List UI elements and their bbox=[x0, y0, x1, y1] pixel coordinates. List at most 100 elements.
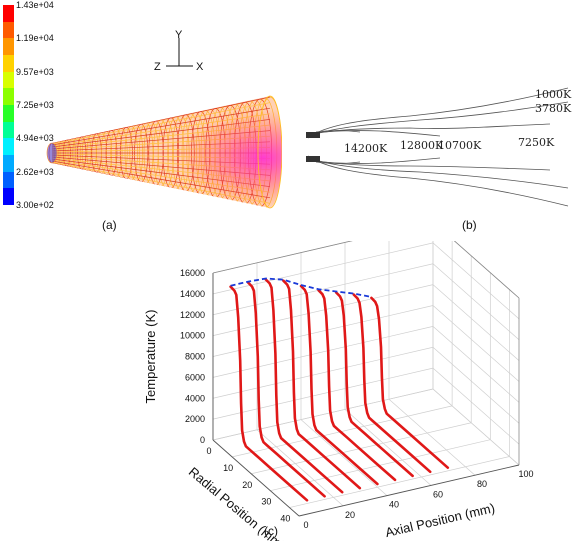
radial-axis-ticks: 0 10 20 30 40 bbox=[206, 446, 290, 524]
grid-line bbox=[212, 326, 434, 378]
grid-line bbox=[212, 388, 434, 441]
colorbar-segment bbox=[3, 138, 14, 156]
radial-tick-label: 40 bbox=[280, 514, 290, 524]
temperature-profile-line bbox=[246, 281, 326, 498]
temperature-profile-line bbox=[352, 293, 432, 474]
colorbar-segment bbox=[3, 188, 14, 206]
axial-tick-label: 40 bbox=[389, 500, 399, 510]
grid-line bbox=[298, 464, 520, 517]
grid-line bbox=[432, 263, 520, 341]
temperature-3d-plot: 0 2000 4000 6000 8000 10000 12000 14000 16000 0 1… bbox=[143, 241, 534, 541]
colorbar-tick-label: 9.57e+03 bbox=[16, 66, 54, 77]
colorbar-segment bbox=[3, 71, 14, 89]
colorbar-segment bbox=[3, 38, 14, 56]
isotherm-label-10700k: 10700K bbox=[438, 139, 482, 152]
isotherm-contours: 1000K 3780K 14200K 12800K 10700K 7250K bbox=[306, 87, 572, 207]
grid-line bbox=[212, 241, 353, 274]
temperature-tick-label: 16000 bbox=[180, 268, 205, 278]
panel-b: 1000K 3780K 14200K 12800K 10700K 7250K (… bbox=[300, 70, 573, 240]
grid-line bbox=[432, 284, 520, 361]
colorbar-segment bbox=[3, 88, 14, 106]
grid-line bbox=[453, 241, 520, 299]
temperature-tick-label: 4000 bbox=[185, 393, 205, 403]
grid-line bbox=[256, 429, 344, 507]
temperature-axis-ticks: 0 2000 4000 6000 8000 10000 12000 14000 16000 bbox=[180, 268, 205, 445]
isotherm-label-1000k: 1000K bbox=[535, 88, 572, 101]
colorbar-segment bbox=[3, 121, 14, 139]
temperature-profile-line bbox=[334, 291, 414, 478]
centerline-envelope-line bbox=[230, 277, 372, 298]
radial-tick-label: 0 bbox=[206, 446, 211, 456]
grid-line bbox=[344, 409, 432, 486]
temperature-profile-line bbox=[370, 296, 450, 469]
grid-line bbox=[432, 346, 520, 424]
colorbar-segment bbox=[3, 55, 14, 73]
grid-line bbox=[212, 242, 434, 295]
axis-triad: Y Z X bbox=[154, 29, 204, 73]
temperature-profile-line bbox=[282, 279, 362, 490]
grid-line bbox=[432, 242, 520, 320]
temperature-tick-label: 2000 bbox=[185, 414, 205, 424]
colorbar-segment bbox=[3, 105, 14, 123]
isotherm-label-12800k: 12800K bbox=[400, 139, 444, 152]
colorbar-tick-label: 7.25e+03 bbox=[16, 100, 54, 110]
grid-line bbox=[289, 456, 510, 508]
grid-line bbox=[432, 305, 520, 382]
colorbar-segment bbox=[3, 155, 14, 173]
isotherm-label-14200k: 14200K bbox=[344, 142, 388, 155]
temperature-tick-label: 0 bbox=[200, 435, 205, 445]
temperature-tick-label: 8000 bbox=[185, 352, 205, 362]
grid-line bbox=[432, 367, 520, 445]
axial-tick-label: 60 bbox=[433, 489, 443, 499]
grid-line bbox=[212, 367, 434, 420]
grid-line bbox=[432, 388, 520, 466]
isotherm-label-3780k: 3780K bbox=[535, 102, 572, 115]
panel-a: 1.43e+04 1.19e+04 9.57e+03 7.25e+03 4.94e+03… bbox=[0, 0, 290, 240]
colorbar bbox=[3, 5, 14, 206]
temperature-tick-label: 14000 bbox=[180, 289, 205, 299]
colorbar-segment bbox=[3, 5, 14, 23]
grid-line bbox=[432, 326, 520, 403]
radial-tick-label: 10 bbox=[223, 463, 233, 473]
temperature-tick-label: 6000 bbox=[185, 372, 205, 382]
panel-a-label: (a) bbox=[102, 218, 117, 232]
axial-tick-label: 80 bbox=[477, 479, 487, 489]
grid-line bbox=[212, 346, 434, 399]
axial-axis-label: Axial Position (mm) bbox=[384, 500, 496, 540]
colorbar-tick-label: 2.62e+03 bbox=[16, 166, 54, 177]
temperature-profile-line bbox=[229, 285, 309, 502]
grid-line bbox=[212, 263, 434, 316]
grid-line bbox=[212, 439, 300, 517]
grid-line bbox=[453, 241, 520, 299]
axial-axis-ticks: 0 20 40 60 80 100 bbox=[303, 469, 533, 530]
panel-c-label: (c) bbox=[264, 524, 278, 538]
colorbar-segment bbox=[3, 21, 14, 39]
temperature-tick-label: 10000 bbox=[180, 331, 205, 341]
panel-b-label: (b) bbox=[462, 218, 477, 232]
triad-z-label: Z bbox=[154, 61, 161, 73]
temperature-axis-label: Temperature (K) bbox=[143, 310, 158, 404]
radial-tick-label: 20 bbox=[242, 480, 252, 490]
triad-x-label: X bbox=[196, 61, 204, 73]
radial-tick-label: 30 bbox=[261, 497, 271, 507]
temperature-profile-line bbox=[264, 278, 344, 494]
temperature-tick-label: 12000 bbox=[180, 310, 205, 320]
grid-line bbox=[212, 284, 434, 336]
triad-y-label: Y bbox=[175, 29, 183, 41]
plot-grid bbox=[212, 241, 520, 517]
axial-tick-label: 0 bbox=[303, 520, 308, 530]
axial-tick-label: 20 bbox=[345, 510, 355, 520]
plasma-wireframe-cone bbox=[46, 95, 282, 209]
grid-line bbox=[388, 398, 476, 476]
temperature-profile-line bbox=[317, 289, 397, 482]
colorbar-tick-label: 3.00e+02 bbox=[16, 200, 54, 210]
colorbar-segment bbox=[3, 171, 14, 189]
temperature-profile-line bbox=[299, 284, 379, 486]
grid-line bbox=[212, 305, 434, 357]
grid-line bbox=[232, 405, 453, 458]
colorbar-tick-label: 1.43e+04 bbox=[16, 0, 54, 10]
temperature-curves bbox=[229, 277, 450, 502]
isotherm-label-7250k: 7250K bbox=[518, 136, 555, 149]
axial-tick-label: 100 bbox=[518, 469, 533, 479]
grid-line bbox=[300, 419, 388, 496]
